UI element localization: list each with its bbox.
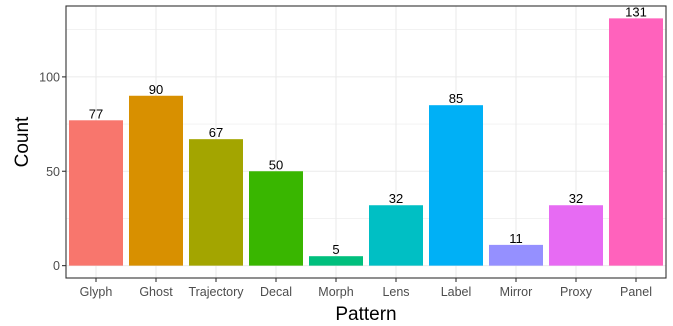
y-axis-title: Count <box>12 116 33 167</box>
x-tick-label-glyph: Glyph <box>80 285 113 299</box>
x-tick-label-lens: Lens <box>382 285 409 299</box>
bar-decal <box>249 171 303 266</box>
data-label-ghost: 90 <box>149 82 163 97</box>
x-axis-title: Pattern <box>335 304 396 325</box>
bar-ghost <box>129 95 183 266</box>
x-tick-label-panel: Panel <box>620 285 652 299</box>
bars <box>69 18 663 266</box>
y-axis-ticks: 0 50 100 <box>39 70 66 273</box>
bar-mirror <box>489 244 543 266</box>
x-tick-label-proxy: Proxy <box>560 285 593 299</box>
data-label-decal: 50 <box>269 157 283 172</box>
data-label-lens: 32 <box>389 191 403 206</box>
bar-label <box>429 105 483 266</box>
y-tick-label: 0 <box>53 259 60 273</box>
x-tick-label-ghost: Ghost <box>139 285 173 299</box>
data-labels: 77 90 67 50 5 32 85 11 32 131 <box>89 4 647 257</box>
data-label-label: 85 <box>449 91 463 106</box>
x-tick-label-decal: Decal <box>260 285 292 299</box>
bar-trajectory <box>189 139 243 266</box>
bar-panel <box>609 18 663 266</box>
x-tick-label-trajectory: Trajectory <box>188 285 244 299</box>
plot-panel-border <box>65 5 667 279</box>
x-tick-label-label: Label <box>441 285 472 299</box>
y-tick-label: 100 <box>39 70 60 84</box>
x-tick-label-morph: Morph <box>318 285 353 299</box>
x-tick-label-mirror: Mirror <box>500 285 533 299</box>
data-label-glyph: 77 <box>89 106 103 121</box>
bar-lens <box>369 205 423 266</box>
bar-glyph <box>69 120 123 266</box>
bar-proxy <box>549 205 603 266</box>
data-label-morph: 5 <box>332 242 339 257</box>
data-label-panel: 131 <box>625 4 647 19</box>
data-label-proxy: 32 <box>569 191 583 206</box>
bar-morph <box>309 256 363 266</box>
x-axis-ticks: Glyph Ghost Trajectory Decal Morph Lens Label M… <box>80 278 652 299</box>
data-label-mirror: 11 <box>509 231 523 246</box>
data-label-trajectory: 67 <box>209 125 223 140</box>
y-tick-label: 50 <box>46 165 60 179</box>
